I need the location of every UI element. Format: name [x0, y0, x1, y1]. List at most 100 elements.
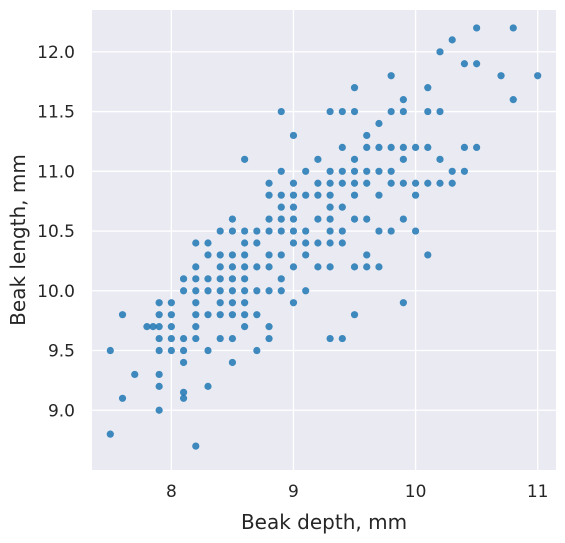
data-point — [363, 131, 371, 140]
data-point — [192, 287, 200, 295]
data-point — [131, 370, 139, 379]
data-point — [387, 107, 395, 116]
data-point — [338, 239, 346, 247]
data-point — [106, 430, 114, 438]
data-point — [253, 239, 261, 247]
data-point — [350, 84, 359, 92]
data-point — [289, 263, 298, 271]
data-point — [167, 334, 175, 343]
data-point — [473, 24, 481, 32]
data-point — [155, 346, 163, 355]
data-point — [155, 382, 163, 390]
data-point — [216, 299, 224, 307]
data-point — [216, 334, 224, 343]
data-point — [289, 239, 298, 247]
data-point — [326, 215, 334, 223]
y-tick-label: 9.5 — [48, 342, 75, 362]
data-point — [155, 406, 163, 414]
data-point — [350, 191, 359, 199]
data-point — [326, 334, 334, 343]
data-point — [118, 394, 127, 402]
data-point — [302, 287, 310, 295]
data-point — [326, 191, 334, 199]
data-point — [277, 287, 285, 295]
data-point — [228, 311, 237, 319]
data-point — [228, 227, 237, 235]
data-point — [460, 167, 469, 175]
data-point — [265, 251, 273, 259]
y-tick-label: 11.0 — [37, 162, 75, 182]
data-point — [179, 275, 188, 283]
data-point — [375, 143, 383, 152]
data-point — [265, 323, 273, 331]
data-point — [350, 179, 359, 187]
data-point — [448, 167, 456, 175]
data-point — [363, 251, 371, 259]
data-point — [411, 143, 420, 152]
data-point — [387, 179, 395, 187]
data-point — [338, 143, 346, 152]
data-point — [228, 275, 237, 283]
data-point — [192, 239, 200, 247]
data-point — [326, 167, 334, 175]
data-point — [399, 215, 407, 223]
data-point — [399, 96, 407, 104]
data-point — [289, 179, 298, 187]
data-point — [241, 239, 249, 247]
data-point — [167, 311, 175, 319]
data-point — [277, 191, 285, 199]
data-point — [277, 275, 285, 283]
data-point — [338, 167, 346, 175]
data-point — [424, 107, 432, 116]
data-point — [399, 299, 407, 307]
data-point — [375, 227, 383, 235]
data-point — [143, 323, 151, 331]
data-point — [473, 60, 481, 68]
data-point — [241, 323, 249, 331]
plot-background — [92, 10, 556, 470]
data-point — [277, 227, 285, 235]
data-point — [411, 227, 420, 235]
data-point — [302, 191, 310, 199]
data-point — [363, 215, 371, 223]
data-point — [460, 143, 469, 152]
data-point — [509, 96, 517, 104]
data-point — [326, 203, 334, 211]
y-tick-label: 12.0 — [37, 43, 75, 63]
data-point — [155, 334, 163, 343]
data-point — [399, 143, 407, 152]
data-point — [289, 227, 298, 235]
data-point — [326, 263, 334, 271]
y-tick-label: 11.5 — [37, 103, 75, 123]
data-point — [118, 311, 127, 319]
data-point — [179, 394, 188, 402]
data-point — [289, 215, 298, 223]
data-point — [399, 107, 407, 116]
data-point — [375, 167, 383, 175]
x-axis-label: Beak depth, mm — [241, 510, 407, 534]
data-point — [277, 251, 285, 259]
data-point — [448, 36, 456, 44]
data-point — [448, 179, 456, 187]
data-point — [387, 72, 395, 80]
data-point — [424, 179, 432, 187]
y-tick-label: 10.5 — [37, 222, 75, 242]
data-point — [277, 203, 285, 211]
data-point — [228, 251, 237, 259]
data-point — [509, 24, 517, 32]
data-point — [253, 311, 261, 319]
data-point — [387, 167, 395, 175]
data-point — [314, 155, 322, 163]
data-point — [167, 299, 175, 307]
data-point — [302, 239, 310, 247]
data-point — [216, 227, 224, 235]
data-point — [314, 263, 322, 271]
data-point — [277, 215, 285, 223]
data-point — [179, 334, 188, 343]
data-point — [192, 263, 200, 271]
data-point — [241, 311, 249, 319]
data-point — [216, 275, 224, 283]
y-tick-label: 10.0 — [37, 282, 75, 302]
data-point — [350, 311, 359, 319]
